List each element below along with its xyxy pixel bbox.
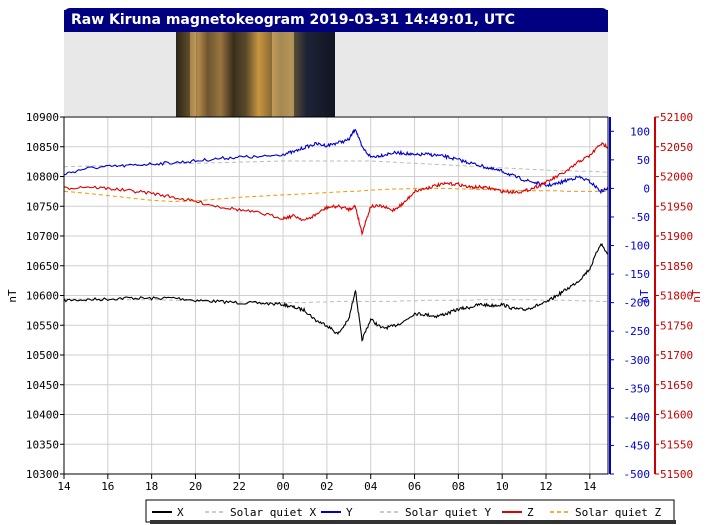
legend-label-solar-quiet-z: Solar quiet Z [575,506,661,519]
left-y-tick-label: 10900 [26,111,59,124]
series-lines [63,128,609,342]
legend-label-x: X [177,506,184,519]
right-z-axis-label: nT [690,289,703,303]
series-solar-quiet-y [63,160,609,173]
series-solar-quiet-z [63,187,608,203]
right-z-tick-label: 51600 [660,409,693,422]
right-z-tick-label: 51800 [660,290,693,303]
left-axis-label: nT [6,289,19,303]
right-z-tick-label: 51550 [660,438,693,451]
series-y [63,128,609,195]
right-y-tick-label: -250 [624,325,651,338]
right-y-tick-label: -400 [624,411,651,424]
left-y-tick-label: 10500 [26,349,59,362]
left-y-tick-label: 10300 [26,468,59,481]
legend-label-solar-quiet-x: Solar quiet X [230,506,316,519]
x-tick-label: 00 [276,480,289,493]
right-z-tick-label: 52100 [660,111,693,124]
left-y-tick-label: 10700 [26,230,59,243]
right-z-tick-label: 51900 [660,230,693,243]
x-tick-label: 22 [233,480,246,493]
right-z-tick-label: 51750 [660,319,693,332]
axes: 14 16 18 20 22 00 02 04 06 08 10 12 1410300103501040… [6,111,703,493]
grid [63,116,608,475]
header-band [64,32,608,116]
right-y-tick-label: -200 [624,297,651,310]
left-y-tick-label: 10600 [26,290,59,303]
series-solar-quiet-x [64,298,608,304]
series-x [63,242,609,342]
x-tick-label: 16 [101,480,114,493]
right-y-axis-label: nT [638,289,651,303]
right-y-tick-label: -100 [624,240,651,253]
x-tick-label: 18 [145,480,158,493]
right-y-tick-label: -350 [624,382,651,395]
right-z-tick-label: 51650 [660,379,693,392]
left-y-tick-label: 10350 [26,438,59,451]
series-z [63,141,609,236]
right-z-tick-label: 52050 [660,141,693,154]
plot-frame [63,116,609,475]
right-z-tick-label: 52000 [660,171,693,184]
x-tick-label: 20 [189,480,202,493]
left-y-tick-label: 10400 [26,409,59,422]
x-tick-label: 10 [496,480,509,493]
right-y-tick-label: 50 [637,154,650,167]
right-y-tick-label: -300 [624,354,651,367]
x-tick-label: 12 [539,480,552,493]
right-z-tick-label: 51950 [660,200,693,213]
right-y-tick-label: -50 [630,211,650,224]
x-tick-label: 06 [408,480,421,493]
legend-label-solar-quiet-y: Solar quiet Y [405,506,491,519]
right-y-tick-label: -150 [624,268,651,281]
x-tick-label: 08 [452,480,465,493]
left-y-tick-label: 10650 [26,260,59,273]
right-y-tick-label: 100 [630,125,650,138]
legend-label-y: Y [346,506,353,519]
x-tick-label: 14 [583,480,597,493]
legend: X Solar quiet X Y Solar quiet Y Z Solar quiet… [145,499,676,524]
title-bar: Raw Kiruna magnetokeogram 2019-03-31 14:… [64,8,608,32]
left-y-tick-label: 10550 [26,319,59,332]
left-y-tick-label: 10750 [26,200,59,213]
left-y-tick-label: 10800 [26,171,59,184]
right-y-tick-label: -450 [624,439,651,452]
title-tab [64,8,608,32]
left-y-tick-label: 10450 [26,379,59,392]
legend-shadow [150,520,676,524]
x-tick-label: 04 [364,480,378,493]
right-z-tick-label: 51500 [660,468,693,481]
left-y-tick-label: 10850 [26,141,59,154]
right-y-tick-label: 0 [643,182,650,195]
right-y-tick-label: -500 [624,468,651,481]
x-tick-label: 02 [320,480,333,493]
right-z-tick-label: 51850 [660,260,693,273]
legend-label-z: Z [527,506,534,519]
chart-title: Raw Kiruna magnetokeogram 2019-03-31 14:… [71,12,516,28]
x-tick-label: 14 [57,480,71,493]
all-sky-camera-image [176,32,335,117]
right-z-tick-label: 51700 [660,349,693,362]
